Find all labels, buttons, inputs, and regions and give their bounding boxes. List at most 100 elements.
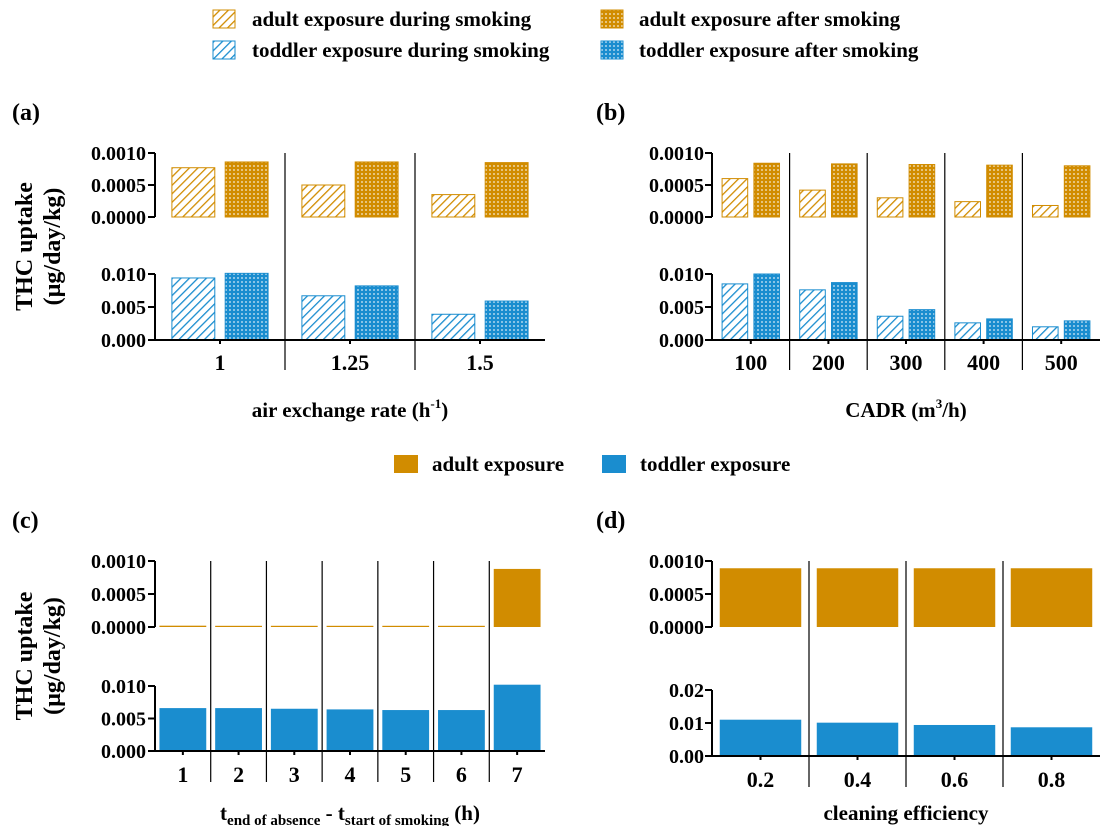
bar [159,626,206,627]
upper-axis: 0.0000 0.0005 0.0010 [649,551,1092,639]
x-tick-label: 1 [177,762,188,787]
legend-top: adult exposure during smoking adult expos… [213,7,919,62]
panel-1: (a)THC uptake(µg/day/kg) 0.00000.00050.00… [12,100,545,422]
legend-swatch [213,10,235,28]
x-tick-label: 300 [890,350,923,375]
bar [302,296,345,340]
bar [909,165,935,217]
y-tick-label: 0.0000 [649,617,704,639]
bar [382,710,429,751]
bar [754,163,780,217]
panel-3: (c)THC uptake(µg/day/kg) 0.00000.00050.00… [12,508,545,826]
bar [327,709,374,751]
bar [225,162,268,217]
y-tick-label: 0.0010 [91,551,146,573]
upper-axis: 0.0000 0.0005 0.0010 [91,143,528,229]
legend-middle-item: toddler exposure [602,452,790,476]
y-tick-label: 0.0005 [91,584,146,606]
y-tick-label: 0.010 [101,264,146,286]
legend-top-item: adult exposure during smoking [213,7,532,31]
x-tick-label: 0.4 [844,767,872,792]
bar [754,274,780,340]
x-tick-label: 0.8 [1038,767,1066,792]
x-tick-label: 100 [734,350,767,375]
bar [832,164,858,217]
bar [914,725,995,756]
bar [1032,327,1058,340]
bar [494,569,541,627]
bar [302,185,345,217]
lower-axis: 0.000 0.005 0.010 [101,676,541,763]
y-tick-label: 0.0010 [91,143,146,165]
bar [720,568,801,627]
bar [438,626,485,627]
lower-axis: 0.000.010.02 [669,680,1092,768]
y-axis-title: THC uptake(µg/day/kg) [12,591,66,720]
y-tick-label: 0.0005 [649,584,704,606]
bar [1011,727,1092,756]
bar [355,162,398,217]
x-tick-label: 400 [967,350,1000,375]
x-tick-label: 0.2 [747,767,775,792]
x-axis-title: cleaning efficiency [823,801,989,825]
bar [432,195,475,217]
bar [955,323,981,340]
upper-axis: 0.0000 0.0005 0.0010 [649,143,1090,229]
x-tick-label: 6 [456,762,467,787]
panel-label: (a) [12,100,40,126]
bar [1011,568,1092,627]
x-axis-title: air exchange rate (h-1) [252,396,449,422]
legend-swatch [602,455,626,473]
x-tick-label: 4 [345,762,356,787]
panel-label: (b) [596,100,625,126]
bar [485,301,528,340]
legend-top-item: toddler exposure after smoking [601,38,919,62]
bar [909,310,935,340]
legend-middle-item: adult exposure [394,452,564,476]
lower-axis: 0.000 0.005 0.010 [659,264,1090,352]
bar [225,273,268,340]
x-tick-label: 5 [400,762,411,787]
bar [355,286,398,340]
bar [987,319,1013,340]
x-axis-title: CADR (m3/h) [845,396,966,422]
bar [172,168,215,217]
bar [1064,321,1090,340]
y-tick-label: 0.0000 [91,207,146,229]
bar [914,568,995,627]
y-tick-label: 0.005 [101,297,146,319]
bar [987,165,1013,217]
bar [432,314,475,340]
bar [327,626,374,627]
y-tick-label: 0.0010 [649,551,704,573]
x-tick-label: 0.6 [941,767,969,792]
legend-swatch [601,10,623,28]
bar [720,720,801,756]
bar [877,316,903,340]
legend-swatch [213,41,235,59]
y-tick-label: 0.0000 [649,207,704,229]
bar [1032,205,1058,217]
bar [215,708,262,751]
y-tick-label: 0.0010 [649,143,704,165]
y-tick-label: 0.01 [669,713,704,735]
legend-label: adult exposure during smoking [252,7,532,31]
legend-middle: adult exposure toddler exposure [394,452,790,476]
legend-swatch [601,41,623,59]
panel-label: (c) [12,508,39,534]
y-tick-label: 0.000 [101,330,146,352]
legend-label: adult exposure [432,452,564,476]
bar [800,290,826,340]
x-tick-label: 3 [289,762,300,787]
bar [215,626,262,627]
bar [271,626,318,627]
bar [800,190,826,217]
legend-label: toddler exposure [640,452,790,476]
legend-label: toddler exposure during smoking [252,38,550,62]
bar [722,179,748,217]
y-tick-label: 0.005 [101,709,146,731]
bar [832,283,858,340]
bar [172,278,215,340]
